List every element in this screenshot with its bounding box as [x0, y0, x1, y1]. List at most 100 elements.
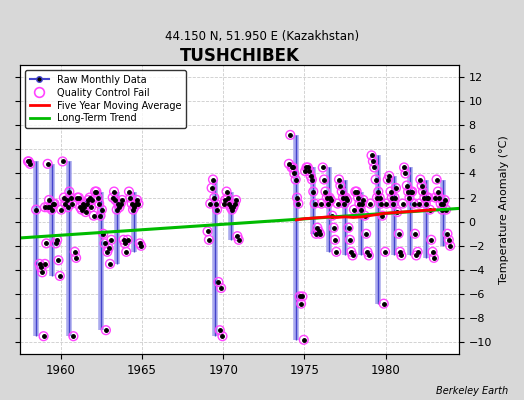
- Point: [396, 249, 404, 255]
- Point: [83, 200, 91, 207]
- Point: [205, 236, 213, 243]
- Point: [324, 200, 332, 207]
- Point: [130, 204, 138, 210]
- Point: [214, 279, 223, 285]
- Point: [442, 206, 450, 213]
- Point: [376, 194, 384, 201]
- Point: [343, 197, 352, 203]
- Point: [122, 249, 130, 255]
- Point: [298, 293, 307, 300]
- Point: [301, 168, 309, 174]
- Point: [127, 200, 136, 207]
- Point: [330, 224, 338, 231]
- Point: [104, 245, 113, 252]
- Point: [76, 204, 84, 210]
- Point: [320, 176, 329, 183]
- Point: [99, 230, 107, 237]
- Point: [302, 164, 311, 171]
- Point: [231, 200, 239, 207]
- Point: [370, 164, 378, 171]
- Point: [60, 194, 68, 201]
- Point: [413, 249, 422, 255]
- Point: [51, 240, 60, 246]
- Point: [215, 327, 224, 333]
- Point: [35, 261, 43, 267]
- Point: [373, 194, 381, 201]
- Point: [229, 204, 237, 210]
- Point: [209, 176, 217, 183]
- Point: [439, 200, 447, 207]
- Point: [297, 300, 305, 307]
- Point: [203, 228, 212, 234]
- Point: [97, 206, 106, 213]
- Point: [136, 240, 144, 246]
- Point: [307, 173, 315, 179]
- Point: [206, 200, 214, 207]
- Point: [356, 206, 365, 213]
- Point: [115, 204, 124, 210]
- Point: [49, 200, 57, 207]
- Point: [420, 194, 429, 201]
- Point: [53, 236, 61, 243]
- Point: [62, 197, 71, 203]
- Point: [56, 273, 64, 279]
- Point: [78, 206, 86, 213]
- Y-axis label: Temperature Anomaly (°C): Temperature Anomaly (°C): [499, 135, 509, 284]
- Point: [107, 236, 115, 243]
- Point: [336, 182, 345, 189]
- Text: Berkeley Earth: Berkeley Earth: [436, 386, 508, 396]
- Point: [314, 228, 323, 234]
- Point: [71, 249, 79, 255]
- Title: TUSHCHIBEK: TUSHCHIBEK: [180, 47, 299, 65]
- Point: [287, 164, 296, 171]
- Point: [339, 194, 347, 201]
- Point: [61, 200, 70, 207]
- Point: [137, 242, 145, 249]
- Point: [65, 188, 73, 195]
- Point: [359, 197, 368, 203]
- Point: [313, 224, 322, 231]
- Point: [208, 185, 216, 191]
- Point: [45, 197, 53, 203]
- Point: [125, 188, 133, 195]
- Point: [400, 164, 408, 171]
- Point: [102, 327, 110, 333]
- Point: [96, 212, 105, 219]
- Point: [412, 252, 420, 259]
- Point: [117, 200, 125, 207]
- Point: [332, 249, 341, 255]
- Point: [293, 194, 301, 201]
- Point: [319, 164, 327, 171]
- Point: [354, 194, 362, 201]
- Point: [335, 176, 343, 183]
- Point: [48, 206, 56, 213]
- Point: [43, 161, 52, 167]
- Point: [81, 209, 90, 215]
- Point: [74, 194, 83, 201]
- Point: [340, 200, 348, 207]
- Point: [213, 206, 221, 213]
- Point: [41, 261, 49, 267]
- Point: [434, 188, 442, 195]
- Point: [342, 194, 350, 201]
- Point: [436, 200, 445, 207]
- Point: [58, 158, 67, 165]
- Point: [331, 236, 339, 243]
- Point: [226, 204, 235, 210]
- Point: [427, 236, 435, 243]
- Point: [291, 176, 300, 183]
- Point: [328, 212, 336, 219]
- Point: [355, 200, 364, 207]
- Point: [114, 200, 122, 207]
- Point: [69, 333, 78, 339]
- Point: [372, 176, 380, 183]
- Point: [95, 200, 103, 207]
- Point: [421, 200, 430, 207]
- Point: [415, 200, 423, 207]
- Point: [428, 249, 436, 255]
- Point: [363, 249, 372, 255]
- Point: [106, 261, 114, 267]
- Point: [390, 194, 399, 201]
- Point: [424, 194, 433, 201]
- Point: [220, 200, 228, 207]
